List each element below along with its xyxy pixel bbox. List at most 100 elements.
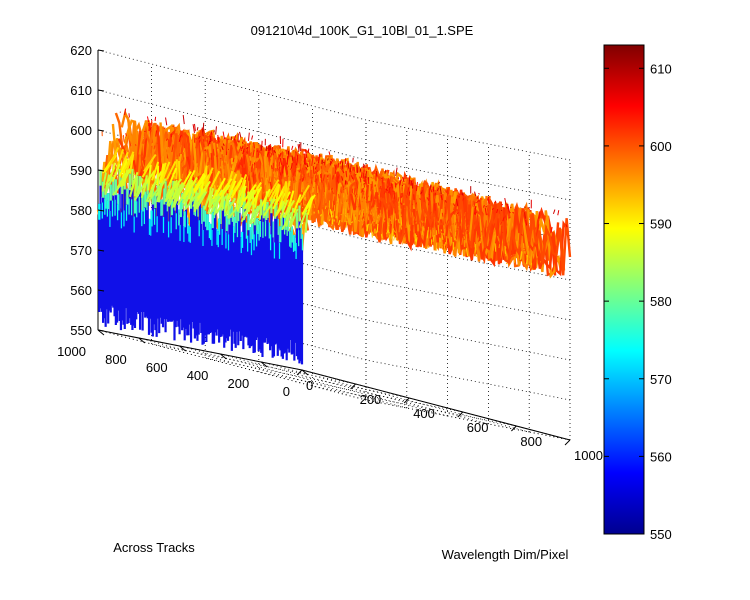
surface-spike xyxy=(202,139,205,148)
surface-spike xyxy=(393,230,397,234)
edge-transition-line xyxy=(217,184,231,203)
surface-spike xyxy=(358,210,361,216)
surface-spike xyxy=(462,197,465,201)
surface-spike xyxy=(270,153,273,158)
surface-spike xyxy=(241,164,244,168)
surface-spike xyxy=(326,203,329,212)
surface-spike xyxy=(324,205,327,209)
surface-spike xyxy=(400,202,403,205)
surface-spike xyxy=(565,224,568,228)
edge-transition-line xyxy=(272,190,284,210)
surface-spike xyxy=(256,150,259,152)
surface-spike xyxy=(322,174,325,182)
surface-spike xyxy=(492,207,494,211)
surface-spike xyxy=(408,175,411,185)
surface-spike xyxy=(215,126,217,135)
surface-spike xyxy=(253,142,255,149)
edge-transition-line xyxy=(236,192,244,212)
surface-spike xyxy=(317,154,320,164)
surface-spike xyxy=(279,157,283,165)
surface-spike xyxy=(352,173,355,181)
surface-spike xyxy=(165,117,168,126)
edge-transition-line xyxy=(143,154,157,173)
surface-spike xyxy=(394,197,398,204)
surface-spike xyxy=(340,213,343,216)
surface-spike xyxy=(249,161,252,166)
surface-spike xyxy=(241,141,244,145)
edge-transition-line xyxy=(244,189,256,208)
surface-spike xyxy=(198,165,201,171)
surface-spike xyxy=(362,188,365,193)
surface-spike xyxy=(188,169,191,173)
surface-spike xyxy=(322,196,325,206)
surface-spike xyxy=(477,241,480,247)
surface-spike xyxy=(265,171,268,179)
surface-spike xyxy=(409,209,412,218)
surface-spike xyxy=(389,218,393,222)
surface-spike xyxy=(558,255,561,261)
surface-spike xyxy=(361,188,364,193)
surface-spike xyxy=(369,208,373,215)
surface-spike xyxy=(362,163,365,167)
edge-transition-line xyxy=(193,174,207,194)
colorbar-tick-label: 610 xyxy=(650,61,672,76)
surface-spike xyxy=(330,187,334,191)
surface-spike xyxy=(125,133,127,137)
surface-spike xyxy=(276,157,279,165)
surface-spike xyxy=(337,219,341,226)
surface-spike xyxy=(370,212,374,216)
surface-spike xyxy=(504,215,508,221)
edge-transition-line xyxy=(243,183,257,203)
surface-spike xyxy=(375,229,379,234)
surface-spike xyxy=(321,160,324,165)
edge-transition-line xyxy=(209,196,221,215)
edge-transition-line xyxy=(119,168,131,187)
surface-spike xyxy=(366,224,368,232)
surface-spike xyxy=(252,149,255,158)
surface-spike xyxy=(379,213,381,218)
surface-spike xyxy=(181,173,183,179)
surface-spike xyxy=(475,255,478,257)
surface-spike xyxy=(309,190,312,195)
edge-transition-line xyxy=(288,207,295,228)
surface-spike xyxy=(537,224,540,231)
y-axis-line xyxy=(97,329,303,371)
surface-line xyxy=(365,188,572,276)
edge-transition-line xyxy=(292,194,302,213)
surface-spike xyxy=(421,221,424,223)
edge-transition-line xyxy=(156,182,162,203)
surface-spike xyxy=(486,208,490,217)
surface-spike xyxy=(336,176,339,183)
surface-spike xyxy=(202,122,205,132)
surface-spike xyxy=(474,243,477,253)
surface-spike xyxy=(432,234,435,242)
edge-transition-line xyxy=(298,209,308,229)
surface-spike xyxy=(222,143,225,147)
surface-spike xyxy=(314,174,317,183)
surface-spike xyxy=(385,188,388,192)
surface-spike xyxy=(251,168,254,178)
surface-spike xyxy=(241,145,244,150)
surface-spike xyxy=(341,161,344,170)
surface-spike xyxy=(440,194,443,201)
z-tick-label: 550 xyxy=(70,323,92,338)
edge-transition-line xyxy=(284,180,291,200)
z-tick-mark xyxy=(97,249,105,252)
surface-spike xyxy=(461,237,464,245)
edge-transition-line xyxy=(175,182,184,202)
surface-spike xyxy=(270,148,272,154)
surface-spike xyxy=(276,164,279,170)
surface-spike xyxy=(347,162,350,169)
surface-spike xyxy=(330,159,334,164)
surface-spike xyxy=(557,210,560,216)
surface-spike xyxy=(504,197,507,206)
surface-spike xyxy=(133,173,136,176)
axes-box xyxy=(97,50,571,441)
edge-transition-line xyxy=(178,160,181,182)
edge-transition-line xyxy=(279,199,289,219)
surface-spike xyxy=(410,180,413,186)
surface-spike xyxy=(430,188,433,193)
surface-spike xyxy=(259,177,262,183)
surface-spike xyxy=(361,219,364,225)
surface-spike xyxy=(353,193,356,196)
